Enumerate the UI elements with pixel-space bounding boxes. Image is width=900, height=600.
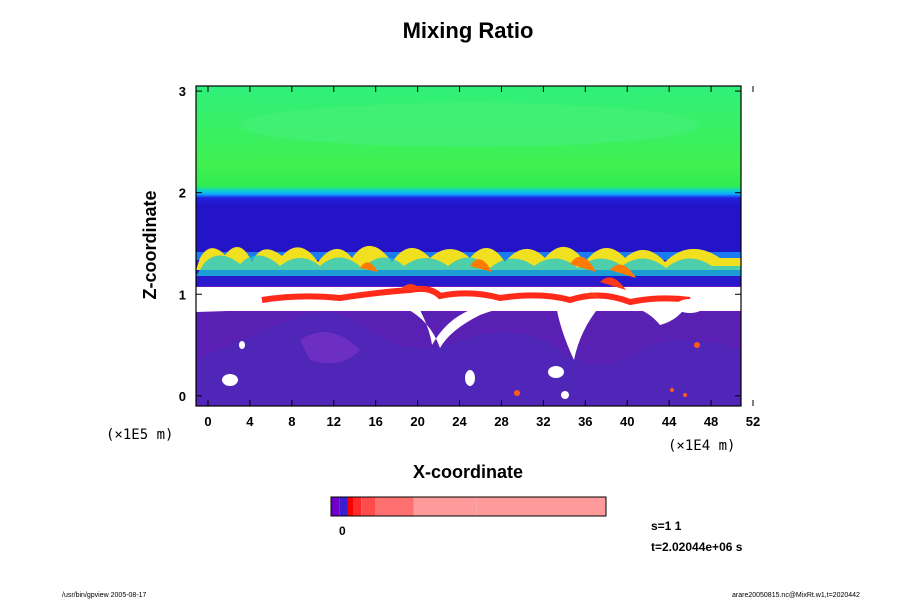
x-tick-label: 20 bbox=[410, 414, 424, 429]
x-tick-label: 4 bbox=[246, 414, 254, 429]
x-axis-label: X-coordinate bbox=[413, 462, 523, 482]
chart-title: Mixing Ratio bbox=[403, 18, 534, 43]
x-tick-label: 36 bbox=[578, 414, 592, 429]
info-line-t: t=2.02044e+06 s bbox=[651, 540, 743, 554]
footer-left: /usr/bin/gpview 2005-08-17 bbox=[62, 592, 147, 599]
plot-frame bbox=[195, 85, 742, 407]
colorbar-swatch bbox=[347, 497, 353, 516]
y-axis: 0 1 2 3 bbox=[179, 84, 741, 404]
colorbar-swatch bbox=[331, 497, 340, 516]
x-tick-label: 40 bbox=[620, 414, 634, 429]
footer-right: arare20050815.nc@MixRt.w1,t=2020442 bbox=[732, 592, 860, 599]
colorbar-swatch bbox=[375, 497, 414, 516]
y-tick-label: 0 bbox=[179, 389, 186, 404]
x-tick-label: 0 bbox=[204, 414, 211, 429]
colorbar-frame bbox=[330, 496, 607, 517]
y-tick-label: 3 bbox=[179, 84, 186, 99]
x-axis: 0 4 8 12 16 20 24 28 32 36 40 44 48 52 bbox=[204, 86, 760, 429]
colorbar bbox=[331, 497, 606, 516]
x-tick-label: 12 bbox=[327, 414, 341, 429]
colorbar-swatch bbox=[353, 497, 362, 516]
y-axis-label: Z-coordinate bbox=[140, 190, 160, 299]
x-tick-label: 52 bbox=[746, 414, 760, 429]
colorbar-swatch bbox=[476, 497, 606, 516]
colorbar-swatch bbox=[339, 497, 348, 516]
colorbar-swatch bbox=[361, 497, 375, 516]
x-scale-note: (×1E4 m) bbox=[668, 438, 735, 454]
x-tick-label: 44 bbox=[662, 414, 677, 429]
x-tick-label: 32 bbox=[536, 414, 550, 429]
colorbar-swatch bbox=[413, 497, 477, 516]
info-line-s: s=1 1 bbox=[651, 519, 682, 533]
x-tick-label: 24 bbox=[452, 414, 467, 429]
colorbar-label: 0 bbox=[339, 524, 346, 538]
y-scale-note: (×1E5 m) bbox=[106, 427, 173, 443]
y-tick-label: 2 bbox=[179, 186, 186, 201]
x-tick-label: 8 bbox=[288, 414, 295, 429]
x-tick-label: 48 bbox=[704, 414, 718, 429]
heatmap-field bbox=[196, 86, 741, 406]
x-tick-label: 28 bbox=[494, 414, 508, 429]
x-tick-label: 16 bbox=[368, 414, 382, 429]
y-tick-label: 1 bbox=[179, 287, 186, 302]
